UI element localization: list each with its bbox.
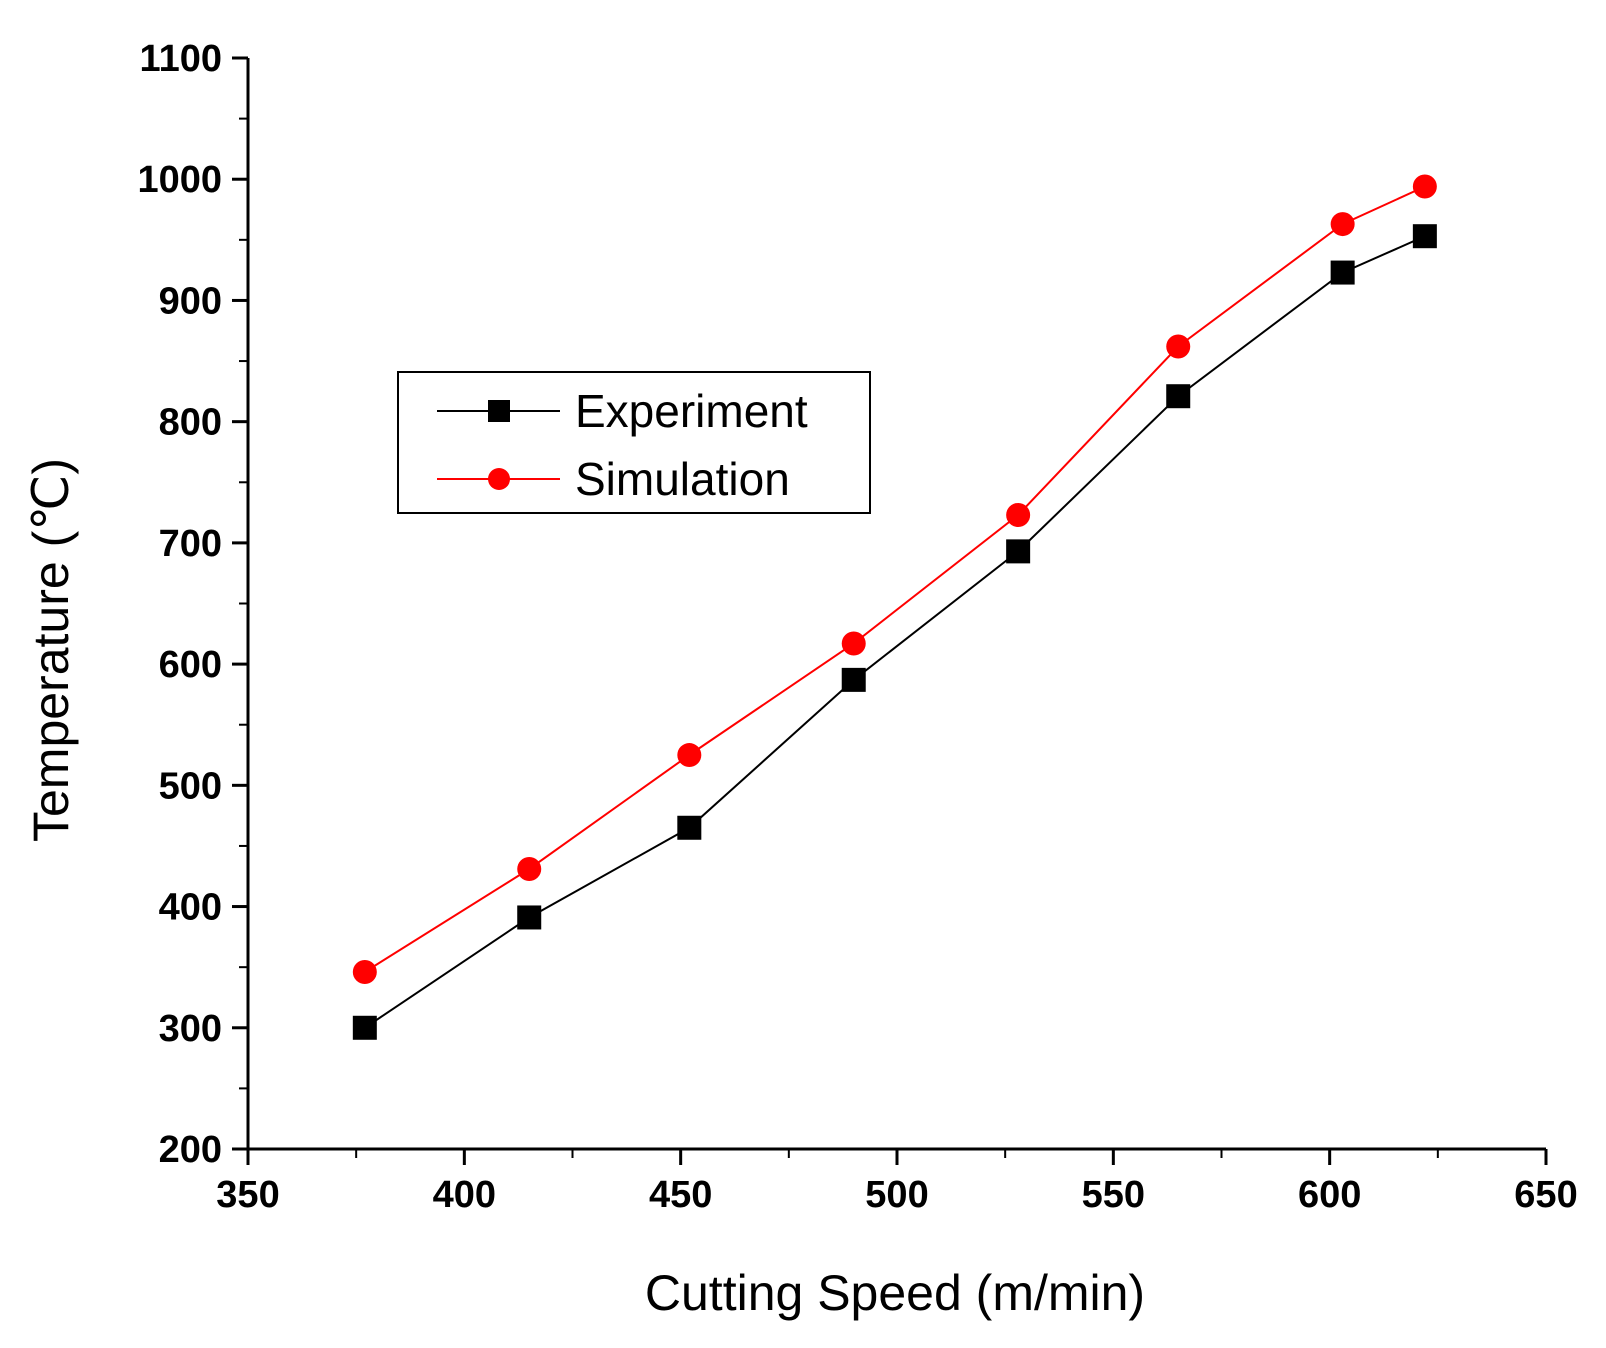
y-tick-label: 500 — [159, 765, 222, 807]
data-point-simulation — [1166, 334, 1191, 359]
x-tick-label: 350 — [216, 1174, 279, 1216]
y-tick-label: 200 — [159, 1129, 222, 1171]
series-layer — [352, 174, 1437, 1040]
y-tick-label: 400 — [159, 887, 222, 929]
data-point-simulation — [1006, 503, 1031, 528]
data-point-experiment — [1330, 260, 1355, 285]
data-point-simulation — [1330, 212, 1355, 237]
data-point-simulation — [841, 631, 866, 656]
x-tick-label: 550 — [1082, 1174, 1145, 1216]
y-tick-label: 800 — [159, 402, 222, 444]
data-point-experiment — [677, 815, 702, 840]
x-tick-label: 650 — [1514, 1174, 1577, 1216]
legend-label-experiment: Experiment — [575, 385, 808, 437]
y-axis-title: Temperature (℃) — [23, 458, 79, 842]
y-tick-label: 300 — [159, 1008, 222, 1050]
x-tick-label: 400 — [433, 1174, 496, 1216]
y-tick-label: 1100 — [140, 38, 222, 80]
legend-marker-simulation — [488, 468, 510, 490]
legend-box — [397, 371, 871, 514]
data-point-experiment — [517, 905, 542, 930]
data-point-experiment — [352, 1015, 377, 1040]
data-point-simulation — [352, 960, 377, 985]
legend: Experiment Simulation — [397, 371, 871, 514]
y-tick-label: 900 — [159, 280, 222, 322]
axes: 350 400 450 500 550 600 650 200 300 400 500 600 700 8… — [137, 38, 1577, 1216]
data-point-experiment — [1006, 539, 1031, 564]
x-tick-label: 600 — [1298, 1174, 1361, 1216]
data-point-experiment — [841, 667, 866, 692]
series-line-experiment — [364, 235, 1426, 1029]
data-point-experiment — [1166, 384, 1191, 409]
x-tick-label: 500 — [865, 1174, 928, 1216]
data-point-simulation — [677, 743, 702, 768]
legend-marker-experiment — [488, 400, 510, 422]
x-axis-title: Cutting Speed (m/min) — [645, 1265, 1145, 1321]
x-tick-label: 450 — [649, 1174, 712, 1216]
legend-label-simulation: Simulation — [575, 453, 790, 505]
series-line-simulation — [364, 185, 1426, 973]
data-point-experiment — [1412, 224, 1437, 249]
y-tick-label: 700 — [159, 523, 222, 565]
y-tick-label: 600 — [159, 644, 222, 686]
data-point-simulation — [1412, 174, 1437, 199]
y-tick-label: 1000 — [137, 159, 222, 201]
data-point-simulation — [517, 856, 542, 881]
